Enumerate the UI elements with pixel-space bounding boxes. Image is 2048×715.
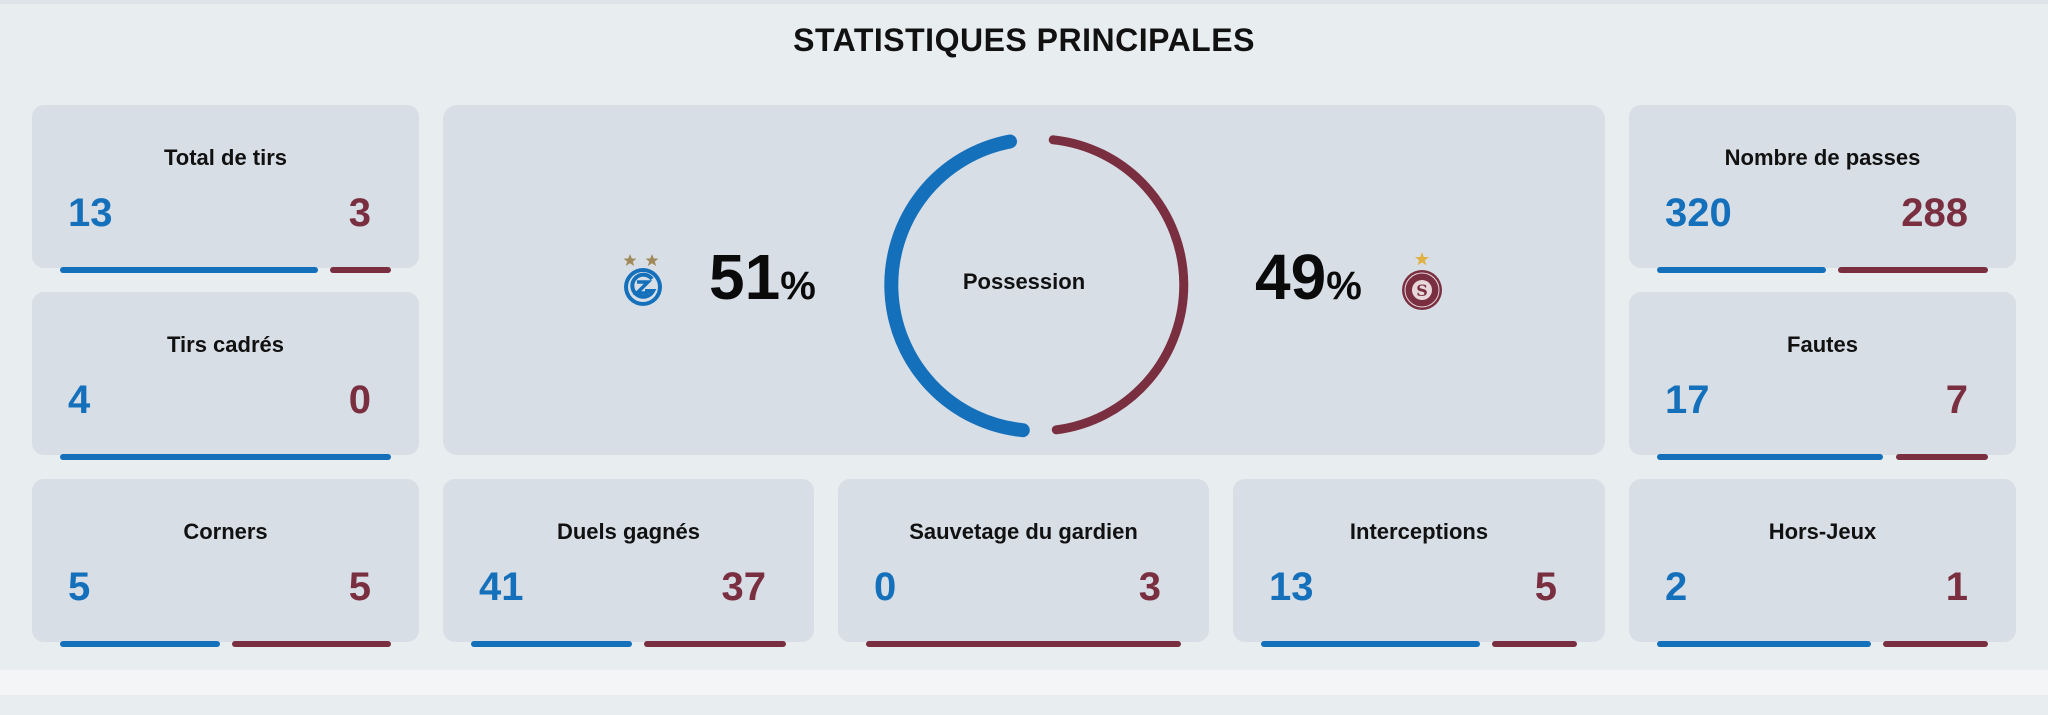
stat-card-duels-won: Duels gagnés 41 37 [443, 479, 814, 647]
away-stat-bar [1838, 267, 1988, 273]
home-stat-bar [1261, 641, 1480, 647]
home-stat-value: 2 [1665, 565, 1688, 609]
stat-card-shots-on-target: Tirs cadrés 4 0 [32, 292, 419, 460]
possession-ring [884, 134, 1189, 438]
page-title: STATISTIQUES PRINCIPALES [793, 22, 1255, 58]
footer-band [0, 670, 2048, 695]
stat-label: Interceptions [1349, 519, 1489, 544]
home-stat-value: 13 [68, 191, 113, 235]
top-divider [0, 0, 2048, 4]
home-possession-arc [884, 134, 1030, 438]
home-stat-bar [471, 641, 632, 647]
stat-card-total-shots: Total de tirs 13 3 [32, 105, 419, 273]
stat-label: Hors-Jeux [1768, 519, 1877, 544]
away-stat-value: 7 [1945, 378, 1968, 422]
stat-label: Corners [183, 519, 268, 544]
stat-card-fouls: Fautes 17 7 [1629, 292, 2016, 460]
home-stat-bar [60, 454, 391, 460]
grasshopper-club-crest-icon [623, 254, 662, 306]
away-stat-value: 1 [1945, 565, 1968, 609]
home-stat-value: 320 [1665, 191, 1732, 235]
away-stat-value: 37 [721, 565, 767, 609]
home-stat-value: 17 [1665, 378, 1710, 422]
home-stat-value: 13 [1269, 565, 1314, 609]
stat-card-interceptions: Interceptions 13 5 [1233, 479, 1605, 647]
servette-fc-crest-icon: S [1402, 252, 1442, 310]
away-possession-value: 49% [1255, 241, 1362, 313]
away-stat-value: 5 [1534, 565, 1557, 609]
stat-card-goalkeeper-saves: Sauvetage du gardien 0 3 [838, 479, 1209, 647]
home-stat-bar [60, 267, 319, 273]
stat-label: Tirs cadrés [166, 332, 284, 357]
away-stat-bar [1882, 641, 1988, 647]
stat-label: Duels gagnés [556, 519, 701, 544]
stat-label: Sauvetage du gardien [909, 519, 1138, 544]
away-stat-bar [1491, 641, 1577, 647]
stat-label: Fautes [1787, 332, 1858, 357]
possession-card: 51% Possession 49% S [443, 105, 1605, 455]
possession-label: Possession [962, 269, 1086, 294]
away-stat-bar [231, 641, 391, 647]
home-stat-bar [1657, 641, 1871, 647]
home-stat-bar [1657, 454, 1884, 460]
away-stat-bar [1895, 454, 1988, 460]
home-stat-bar [1657, 267, 1827, 273]
away-stat-bar [866, 641, 1181, 647]
home-stat-bar [60, 641, 220, 647]
home-stat-value: 4 [68, 378, 91, 422]
away-stat-value: 288 [1901, 191, 1968, 235]
away-stat-value: 5 [348, 565, 371, 609]
home-stat-value: 41 [479, 565, 524, 609]
away-possession-arc [1048, 135, 1189, 435]
stat-label: Nombre de passes [1724, 145, 1921, 170]
away-stat-bar [330, 267, 391, 273]
home-stat-value: 5 [68, 565, 91, 609]
stat-card-corners: Corners 5 5 [32, 479, 419, 647]
stat-card-offsides: Hors-Jeux 2 1 [1629, 479, 2016, 647]
stat-card-passes: Nombre de passes 320 288 [1629, 105, 2016, 273]
away-stat-bar [643, 641, 786, 647]
away-stat-value: 3 [348, 191, 371, 235]
home-stat-value: 0 [874, 565, 897, 609]
home-possession-value: 51% [709, 241, 816, 313]
away-stat-value: 0 [348, 378, 371, 422]
away-stat-value: 3 [1138, 565, 1161, 609]
stat-label: Total de tirs [163, 145, 288, 170]
svg-text:S: S [1416, 281, 1428, 300]
